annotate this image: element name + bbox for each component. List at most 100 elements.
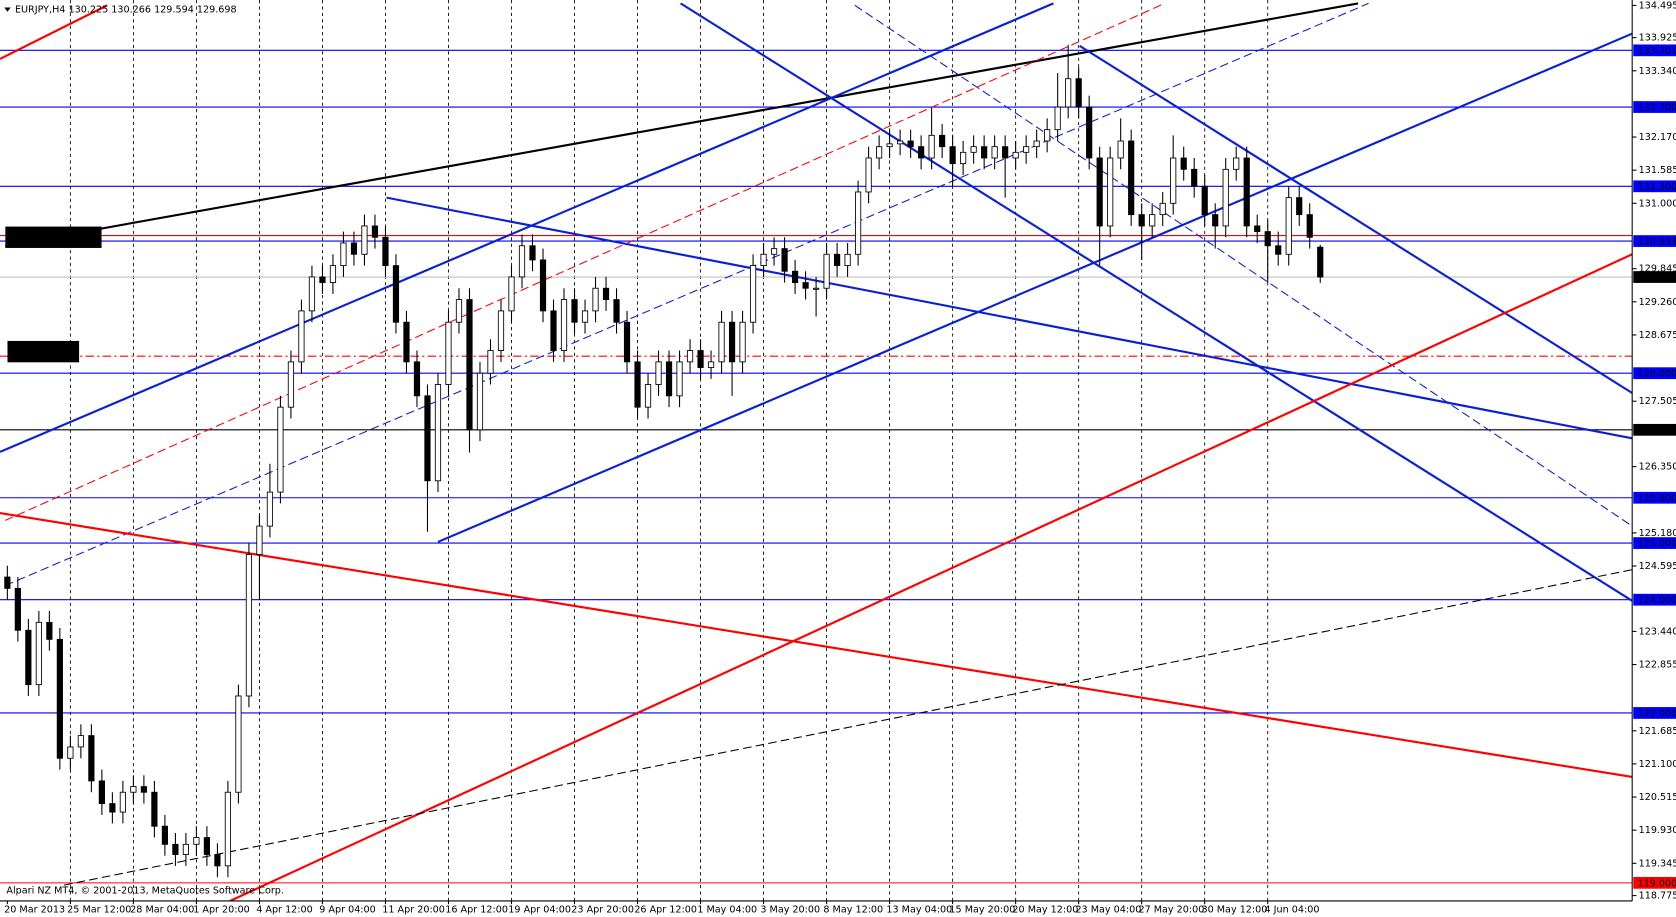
candle-body	[193, 837, 200, 845]
candle-body	[718, 321, 725, 363]
x-tick-label: 26 Apr 12:00	[634, 905, 697, 916]
candle-body	[707, 361, 715, 368]
y-tick-label: 131.585	[1639, 165, 1676, 176]
candle-body	[140, 786, 147, 793]
level-label: 130.333	[1638, 237, 1676, 248]
level-label: 133.701	[1638, 46, 1676, 57]
x-tick-label: 8 May 12:00	[823, 905, 883, 916]
candle-body	[119, 791, 126, 813]
candle-body	[791, 270, 799, 284]
candle-body	[844, 253, 851, 267]
candle-body	[949, 146, 956, 165]
candle-body	[1044, 129, 1051, 142]
candle-body	[560, 299, 568, 351]
candle-body	[14, 587, 21, 631]
y-tick-label: 131.000	[1639, 198, 1676, 209]
candle-body	[1138, 214, 1145, 227]
candle-body	[182, 843, 190, 855]
candle-body	[203, 837, 211, 855]
candle-body	[172, 843, 179, 855]
x-tick-label: 30 May 12:00	[1201, 905, 1267, 916]
candle-body	[1212, 214, 1219, 227]
trendline	[437, 32, 1633, 543]
y-tick-label: 133.925	[1639, 33, 1676, 44]
trendline	[0, 4, 108, 60]
candle-body	[1296, 197, 1303, 216]
trendline	[0, 512, 1633, 779]
candle-body	[424, 395, 431, 482]
candle-body	[865, 157, 872, 193]
level-label-box	[1633, 44, 1676, 57]
candle-body	[1201, 185, 1208, 216]
level-label: 128.000	[1638, 369, 1676, 380]
y-tick-label: 120.515	[1639, 792, 1676, 803]
level-label-box	[1633, 271, 1676, 283]
x-tick-label: 20 Mar 2013	[4, 905, 65, 916]
level-label-box	[1633, 367, 1676, 380]
candle-body	[823, 253, 830, 289]
candle-body	[1159, 202, 1166, 216]
candle-body	[67, 746, 74, 759]
candle-body	[623, 321, 631, 363]
candle-body	[214, 854, 221, 867]
level-label-box	[1633, 423, 1676, 436]
candle-body	[592, 287, 599, 312]
trendlines-layer	[0, 2, 1633, 901]
y-tick-label: 127.505	[1639, 396, 1676, 407]
x-tick-label: 1 Apr 20:00	[193, 905, 250, 916]
candle-body	[1023, 146, 1030, 153]
level-label: 124.000	[1638, 595, 1676, 606]
candle-body	[235, 695, 242, 793]
candle-body	[266, 491, 274, 527]
candle-body	[833, 253, 841, 267]
y-tick-label: 119.345	[1639, 858, 1676, 869]
x-tick-label: 9 Apr 04:00	[319, 905, 376, 916]
trendline	[386, 196, 1633, 440]
trendline	[1079, 44, 1633, 394]
candle-body	[1086, 106, 1093, 159]
candle-body	[760, 253, 767, 267]
candle-body	[686, 350, 694, 363]
y-tick-label: 119.930	[1639, 825, 1676, 836]
candle-body	[665, 361, 673, 397]
x-tick-label: 3 May 20:00	[760, 905, 820, 916]
candle-body	[518, 245, 526, 278]
redaction-box	[5, 226, 102, 248]
candle-body	[1264, 231, 1271, 247]
candle-body	[298, 310, 305, 363]
candle-body	[1128, 140, 1135, 216]
y-tick-label: 126.350	[1639, 462, 1676, 473]
y-tick-label: 129.260	[1639, 297, 1676, 308]
candle-body	[1065, 78, 1072, 108]
candles-layer	[4, 44, 1324, 878]
trendline	[63, 569, 1633, 886]
x-tick-label: 4 Apr 12:00	[256, 905, 313, 916]
candle-body	[529, 245, 536, 261]
candle-body	[487, 350, 494, 374]
candle-body	[1170, 157, 1177, 204]
candle-body	[508, 276, 515, 312]
candle-body	[497, 310, 505, 351]
candle-body	[634, 361, 641, 408]
candle-body	[1149, 214, 1156, 227]
candle-body	[739, 321, 746, 363]
level-label: 125.800	[1638, 493, 1676, 504]
candle-body	[812, 287, 820, 290]
candle-body	[77, 735, 84, 748]
candle-body	[991, 146, 998, 159]
level-label-box	[1633, 101, 1676, 113]
candle-body	[1317, 246, 1324, 278]
symbol-menu-icon	[4, 7, 11, 12]
levels-layer	[0, 49, 1633, 884]
y-tick-label: 133.340	[1639, 66, 1676, 77]
candle-body	[602, 287, 610, 300]
y-tick-label: 124.595	[1639, 561, 1676, 572]
candle-body	[1033, 140, 1040, 148]
level-label-box	[1633, 707, 1676, 719]
chart-title: EURJPY,H4 130.225 130.266 129.594 129.69…	[15, 5, 237, 16]
x-tick-label: 15 May 20:00	[949, 905, 1015, 916]
level-label: 132.700	[1638, 103, 1676, 114]
candle-body	[1117, 140, 1124, 159]
candle-body	[56, 638, 63, 759]
y-tick-label: 125.180	[1639, 528, 1676, 539]
